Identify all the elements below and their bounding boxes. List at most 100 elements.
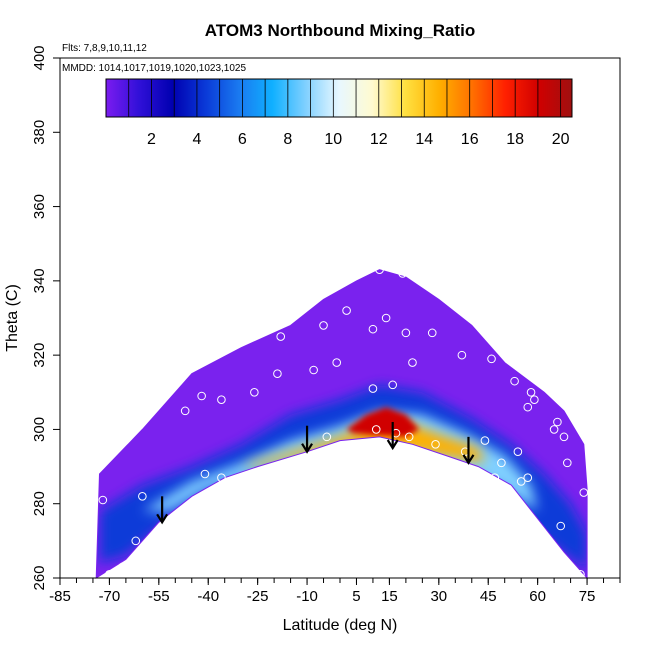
- x-axis: -85 -70 -55 -40 -25 -10 5 15 30 45 60 75: [49, 578, 621, 605]
- sample-point: [480, 436, 490, 445]
- sample-point: [401, 328, 411, 338]
- colorbar-tick-label: 18: [506, 131, 524, 148]
- sample-point: [533, 347, 542, 356]
- colorbar-tick-label: 10: [324, 131, 342, 148]
- y-tick-label: 280: [31, 491, 48, 516]
- colorbar-tick-label: 14: [415, 131, 433, 148]
- sample-point: [474, 313, 483, 323]
- heatmap-field: [95, 269, 588, 580]
- sample-point: [579, 488, 589, 497]
- sample-point: [322, 432, 332, 442]
- sample-point: [562, 458, 572, 468]
- sample-point: [332, 358, 342, 367]
- sample-point: [309, 365, 318, 375]
- colorbar-tick-label: 2: [147, 131, 156, 148]
- arrow-head: [301, 443, 313, 454]
- sample-point: [174, 376, 183, 386]
- dates-note: MMDD: 1014,1017,1019,1020,1023,1025: [62, 63, 246, 74]
- x-tick-label: -40: [197, 588, 219, 605]
- sample-point: [197, 391, 206, 401]
- sample-point: [223, 343, 233, 353]
- sample-point: [404, 432, 414, 442]
- sample-point: [523, 402, 533, 412]
- sample-point: [526, 387, 536, 397]
- colorbar: 2 4 6 8 10 12 14 16 18 20: [105, 78, 573, 148]
- colorbar-tick-label: 8: [283, 131, 292, 148]
- sample-point: [217, 395, 226, 405]
- colorbar-tick-label: 20: [552, 131, 570, 148]
- x-tick-label: -85: [49, 588, 71, 605]
- y-axis: 260 280 300 320 340 360 380 400: [31, 45, 60, 591]
- x-tick-label: 75: [579, 588, 596, 605]
- sample-point: [131, 536, 141, 546]
- y-tick-label: 340: [31, 268, 48, 293]
- x-tick-label: -25: [247, 588, 269, 605]
- colorbar-tick-label: 4: [192, 131, 201, 148]
- sample-point: [556, 521, 566, 531]
- arrow-marker: [462, 436, 475, 465]
- colorbar-tick-label: 16: [461, 131, 479, 148]
- x-tick-label: 15: [381, 588, 398, 605]
- y-axis-title: Theta (C): [4, 284, 21, 352]
- sample-point: [105, 569, 114, 579]
- sample-point: [371, 425, 381, 434]
- sample-point: [319, 321, 328, 330]
- sample-point: [368, 324, 378, 334]
- sample-point: [523, 473, 533, 483]
- sample-point: [457, 350, 467, 360]
- sample-point: [559, 432, 569, 442]
- sample-point: [200, 469, 210, 479]
- sample-point: [487, 354, 496, 364]
- field-band-4: [346, 407, 420, 437]
- sample-point: [138, 491, 147, 501]
- sample-point: [342, 306, 351, 315]
- sample-point: [516, 477, 526, 486]
- arrow-head: [386, 439, 399, 451]
- sample-point: [381, 313, 391, 323]
- sample-point: [98, 495, 108, 505]
- chart-title: ATOM3 Northbound Mixing_Ratio: [205, 21, 475, 40]
- x-tick-label: -10: [296, 588, 318, 605]
- sample-point: [217, 473, 226, 483]
- x-tick-label: -55: [148, 588, 170, 605]
- x-axis-title: Latitude (deg N): [283, 617, 398, 634]
- x-tick-label: -70: [99, 588, 121, 605]
- y-tick-label: 380: [31, 120, 48, 145]
- sample-point: [375, 265, 384, 275]
- flights-note: Flts: 7,8,9,10,11,12: [62, 43, 147, 54]
- sample-point: [497, 458, 506, 468]
- x-tick-label: 30: [430, 588, 447, 605]
- sample-point: [427, 328, 437, 338]
- sample-point: [490, 473, 500, 483]
- sample-point: [180, 406, 190, 416]
- sample-point: [388, 380, 398, 390]
- sample-point: [431, 439, 440, 449]
- sample-point: [398, 269, 407, 278]
- sample-point: [273, 369, 282, 379]
- arrow-markers: [156, 422, 475, 525]
- y-tick-label: 400: [31, 45, 48, 70]
- sample-point: [510, 376, 519, 386]
- sample-point: [576, 569, 585, 579]
- y-tick-label: 320: [31, 343, 48, 368]
- x-tick-label: 5: [352, 588, 360, 605]
- field-band-1: [99, 384, 588, 571]
- sample-point: [513, 447, 523, 457]
- arrow-head: [156, 513, 169, 525]
- y-tick-label: 360: [31, 194, 48, 219]
- sample-point: [553, 417, 562, 427]
- sample-point: [368, 384, 378, 393]
- arrow-marker: [386, 422, 399, 451]
- sample-point: [530, 395, 539, 405]
- y-tick-label: 300: [31, 417, 48, 442]
- colorbar-tick-label: 12: [370, 131, 388, 148]
- colorbar-tick-label: 6: [238, 131, 247, 148]
- arrow-head: [462, 454, 475, 465]
- sample-point: [408, 358, 417, 367]
- x-tick-label: 60: [529, 588, 546, 605]
- x-tick-label: 45: [480, 588, 497, 605]
- y-tick-label: 260: [31, 565, 48, 590]
- arrow-marker: [301, 425, 313, 454]
- sample-point: [276, 332, 286, 341]
